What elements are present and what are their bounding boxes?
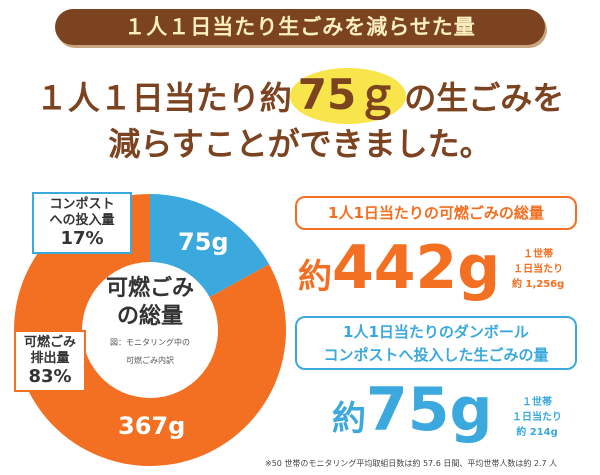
center-title-2: の総量 [116, 304, 183, 329]
compost-percent-label: コンポスト への投入量 17% [32, 192, 132, 254]
compost-household: １世帯 １日当たり 約 214g [512, 395, 562, 440]
compost-side-1: １世帯 [522, 397, 552, 408]
total-household: １世帯 １日当たり 約 1,256g [512, 247, 564, 292]
compost-prefix: 約 [332, 399, 366, 439]
headline-pre: １人１日当たり約 [35, 79, 292, 117]
compost-box-line2: コンポストへ投入した生ごみの量 [323, 346, 549, 364]
headline-post: の生ごみを [404, 79, 565, 117]
burnable-label-2: 排出量 [30, 351, 70, 366]
footnote: ※50 世帯のモニタリング平均取組日数は約 57.6 日間、平均世帯人数は約 2… [265, 459, 558, 468]
donut-slice-1 [14, 194, 287, 466]
total-box: 1人1日当たりの可燃ごみの総量 [295, 196, 577, 230]
total-prefix: 約 [298, 257, 332, 297]
compost-box: 1人1日当たりのダンボール コンポストへ投入した生ごみの量 [295, 316, 577, 370]
headline: １人１日当たり約 75ｇ の生ごみを 減らすことができました。 [0, 68, 600, 167]
headline-highlight: 75ｇ [289, 68, 407, 124]
total-side-2: １日当たり [513, 264, 564, 275]
compost-label-1: コンポスト [49, 197, 115, 212]
title-banner: １人１日当たり生ごみを減らせた量 [55, 9, 545, 45]
burnable-percent: 83% [28, 366, 72, 387]
donut-slice-0 [150, 194, 270, 298]
compost-number: 75g [366, 375, 493, 445]
center-caption-2: 可燃ごみ内訳 [126, 356, 174, 365]
compost-percent: 17% [60, 228, 104, 249]
headline-line2: 減らすことができました。 [108, 125, 492, 163]
donut-center: 可燃ごみ の総量 図：モニタリング中の 可燃ごみ内訳 [85, 275, 215, 367]
total-value: 約442g [298, 238, 500, 307]
slice-label-burnable: 367g [118, 412, 186, 440]
compost-side-2: １日当たり [512, 412, 562, 423]
donut-chart [14, 194, 287, 466]
total-side-1: １世帯 [523, 249, 554, 260]
burnable-percent-label: 可燃ごみ 排出量 83% [14, 330, 86, 392]
burnable-label-1: 可燃ごみ [23, 335, 76, 350]
compost-box-line1: 1人1日当たりのダンボール [343, 323, 529, 341]
center-title-1: 可燃ごみ [105, 276, 194, 301]
total-side-3: 約 1,256g [512, 279, 565, 290]
total-number: 442g [332, 233, 501, 303]
compost-side-3: 約 214g [516, 427, 558, 438]
compost-label-2: への投入量 [49, 213, 115, 228]
center-caption-1: 図：モニタリング中の [110, 338, 190, 347]
compost-value: 約75g [332, 380, 492, 449]
slice-label-compost: 75g [178, 228, 229, 256]
